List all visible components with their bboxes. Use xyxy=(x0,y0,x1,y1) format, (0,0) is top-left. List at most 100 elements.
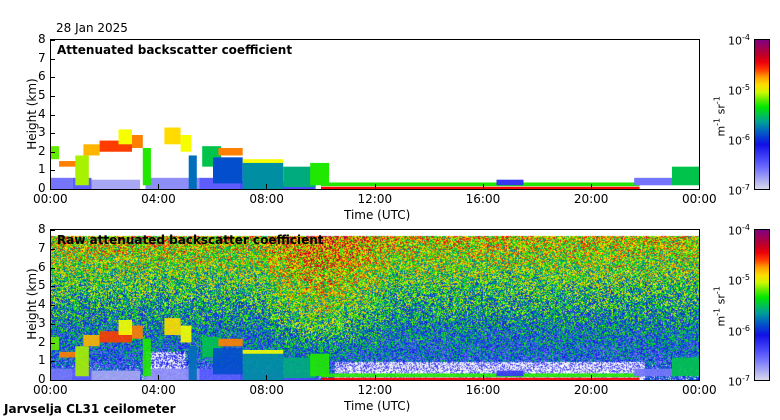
y-tick xyxy=(50,170,55,172)
backscatter-layer xyxy=(164,318,181,335)
backscatter-layer xyxy=(672,357,699,377)
backscatter-plot: Attenuated backscatter coefficient xyxy=(50,39,700,190)
x-tick-label: 00:00 xyxy=(682,192,717,206)
y-axis-label: Height (km) xyxy=(25,268,39,340)
x-tick-label: 12:00 xyxy=(357,383,393,397)
backscatter-layer xyxy=(634,177,672,186)
x-tick xyxy=(50,375,51,380)
x-tick-label: 04:00 xyxy=(141,192,176,206)
y-tick xyxy=(50,248,55,250)
backscatter-layer xyxy=(180,134,192,152)
instrument-label: Jarvselja CL31 ceilometer xyxy=(4,402,176,416)
y-tick-label: 1 xyxy=(38,162,46,177)
y-tick-label: 6 xyxy=(38,259,46,274)
backscatter-layer xyxy=(242,161,284,189)
x-tick xyxy=(590,375,592,380)
raw-plot-title: Raw attenuated backscatter coefficient xyxy=(57,233,324,247)
x-tick xyxy=(699,375,700,380)
backscatter-layer xyxy=(132,134,143,149)
backscatter-layer xyxy=(118,129,132,145)
y-tick xyxy=(50,151,55,153)
colorbar-tick-label: 10-5 xyxy=(728,273,750,288)
x-tick-label: 20:00 xyxy=(573,192,609,206)
y-tick xyxy=(50,133,55,135)
y-tick xyxy=(50,361,55,363)
backscatter-layer xyxy=(242,159,284,163)
y-tick xyxy=(50,95,55,97)
x-axis-label: Time (UTC) xyxy=(344,208,411,222)
backscatter-layer xyxy=(83,144,100,156)
y-axis-label: Height (km) xyxy=(25,77,39,150)
y-tick-label: 2 xyxy=(38,143,46,158)
plot-title: Attenuated backscatter coefficient xyxy=(57,43,293,57)
backscatter-layer xyxy=(142,338,151,377)
x-axis-label: Time (UTC) xyxy=(344,399,411,413)
x-tick-label: 04:00 xyxy=(141,383,176,397)
x-tick xyxy=(482,375,484,380)
backscatter-layer xyxy=(51,177,73,189)
backscatter-layer xyxy=(51,336,60,350)
x-tick xyxy=(374,184,376,189)
x-tick-label: 00:00 xyxy=(33,383,68,397)
x-tick-label: 08:00 xyxy=(249,192,284,206)
y-tick xyxy=(50,77,55,79)
x-tick-label: 20:00 xyxy=(573,383,609,397)
colorbar-tick-label: 10-4 xyxy=(728,223,750,238)
x-tick xyxy=(482,184,484,189)
backscatter-layer xyxy=(496,370,524,377)
cloud-layers xyxy=(51,127,699,189)
y-tick xyxy=(50,189,55,190)
backscatter-layer xyxy=(242,350,284,354)
colorbar-tick-label: 10-4 xyxy=(728,33,750,48)
y-tick-label: 4 xyxy=(38,297,46,311)
y-tick xyxy=(50,58,55,60)
colorbar-tick-label: 10-7 xyxy=(728,183,750,198)
backscatter-layer xyxy=(283,357,316,379)
y-tick xyxy=(50,230,55,231)
colorbar-tick-label: 10-6 xyxy=(728,323,750,339)
backscatter-layer xyxy=(118,320,132,335)
backscatter-layer xyxy=(321,373,640,378)
backscatter-layer xyxy=(59,161,78,167)
x-tick xyxy=(374,375,376,380)
y-tick xyxy=(50,267,55,269)
backscatter-layer xyxy=(218,148,243,156)
backscatter-layer xyxy=(496,179,524,186)
backscatter-layer xyxy=(213,157,243,184)
backscatter-layer xyxy=(91,370,141,380)
colorbar-tick-label: 10-5 xyxy=(728,83,750,98)
backscatter-layer xyxy=(99,140,132,152)
backscatter-layer xyxy=(164,127,181,145)
backscatter-layer xyxy=(132,325,143,339)
backscatter-layer xyxy=(634,368,672,377)
colorbar-unit-label: m-1 sr-1 xyxy=(712,286,728,327)
backscatter-layer xyxy=(180,325,192,343)
raw-signal-noise xyxy=(51,230,699,380)
backscatter-layer xyxy=(672,166,699,186)
x-tick-label: 00:00 xyxy=(33,192,68,206)
x-tick xyxy=(50,184,51,189)
backscatter-layer xyxy=(51,146,60,160)
colorbar-tick-label: 10-6 xyxy=(728,133,750,148)
backscatter-layer xyxy=(59,351,78,358)
backscatter-layer xyxy=(75,155,89,186)
y-tick-label: 8 xyxy=(38,32,46,46)
backscatter-layer xyxy=(142,148,151,186)
raw-backscatter-plot: Raw attenuated backscatter coefficient xyxy=(50,229,700,381)
colorbar-tick-label: 10-7 xyxy=(728,374,750,389)
x-tick-label: 16:00 xyxy=(465,383,501,397)
backscatter-layer xyxy=(321,182,640,187)
x-tick-label: 00:00 xyxy=(682,383,717,397)
backscatter-layer xyxy=(213,348,243,375)
y-tick-label: 1 xyxy=(38,353,46,368)
backscatter-layer xyxy=(218,338,243,347)
y-tick xyxy=(50,286,55,288)
backscatter-layer xyxy=(321,186,640,189)
backscatter-layer xyxy=(283,166,316,188)
y-tick-label: 6 xyxy=(38,69,46,84)
y-tick-label: 5 xyxy=(38,87,46,102)
x-tick xyxy=(266,375,268,380)
y-tick-label: 3 xyxy=(38,125,46,140)
backscatter-layer xyxy=(188,155,197,189)
